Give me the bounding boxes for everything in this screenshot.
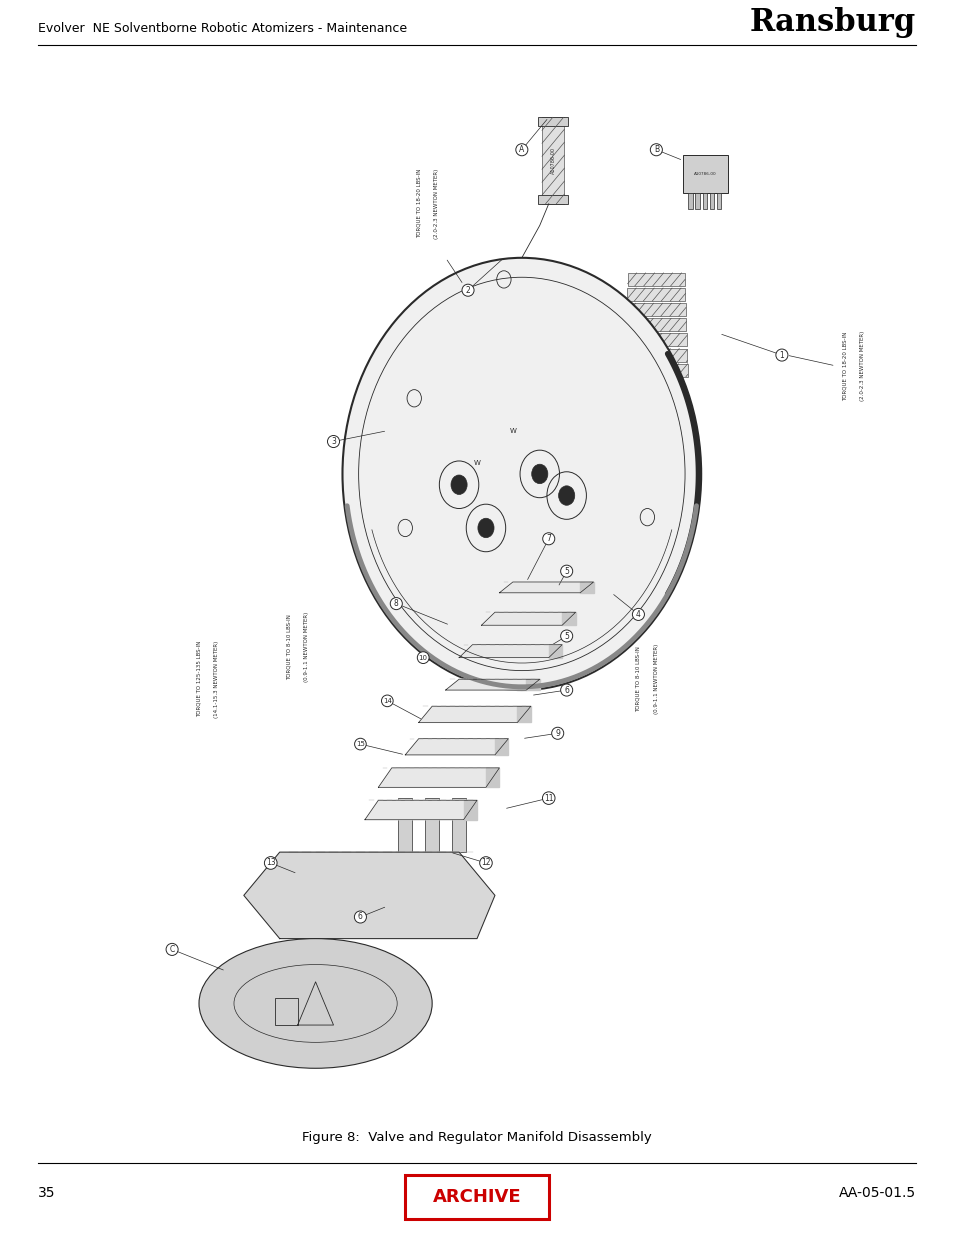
Circle shape xyxy=(451,475,467,494)
Bar xyxy=(624,363,687,377)
Circle shape xyxy=(342,258,700,690)
Bar xyxy=(626,319,685,331)
Circle shape xyxy=(571,493,598,525)
Bar xyxy=(424,798,439,852)
FancyBboxPatch shape xyxy=(405,1174,548,1219)
Bar xyxy=(642,388,674,420)
Polygon shape xyxy=(445,679,539,690)
Bar xyxy=(537,195,567,204)
Polygon shape xyxy=(418,706,530,722)
Bar xyxy=(627,273,684,287)
Text: 8: 8 xyxy=(394,599,398,608)
Circle shape xyxy=(477,519,494,537)
Polygon shape xyxy=(244,852,495,939)
Bar xyxy=(537,117,567,126)
Text: A: A xyxy=(518,146,524,154)
Text: (14.1-15.3 NEWTON METER): (14.1-15.3 NEWTON METER) xyxy=(214,641,219,718)
Bar xyxy=(687,193,692,209)
Text: (2.0-2.3 NEWTON METER): (2.0-2.3 NEWTON METER) xyxy=(860,331,864,401)
Text: 1: 1 xyxy=(779,351,783,359)
Bar xyxy=(541,117,564,204)
Bar xyxy=(626,304,685,316)
Text: (2.0-2.3 NEWTON METER): (2.0-2.3 NEWTON METER) xyxy=(434,169,438,238)
Text: TORQUE TO 8-10 LBS-IN: TORQUE TO 8-10 LBS-IN xyxy=(286,614,291,679)
Text: B: B xyxy=(653,146,659,154)
Bar xyxy=(709,193,714,209)
Text: Evolver  NE Solventborne Robotic Atomizers - Maintenance: Evolver NE Solventborne Robotic Atomizer… xyxy=(38,21,407,35)
Polygon shape xyxy=(561,613,575,625)
Text: 7: 7 xyxy=(546,535,551,543)
Polygon shape xyxy=(517,706,530,722)
Polygon shape xyxy=(481,613,575,625)
Polygon shape xyxy=(458,645,561,658)
Polygon shape xyxy=(495,739,508,755)
Polygon shape xyxy=(378,768,499,788)
Text: TORQUE TO 8-10 LBS-IN: TORQUE TO 8-10 LBS-IN xyxy=(636,646,640,713)
Bar xyxy=(397,798,412,852)
Text: TORQUE TO 18-20 LBS-IN: TORQUE TO 18-20 LBS-IN xyxy=(416,169,421,238)
Circle shape xyxy=(650,416,666,436)
Ellipse shape xyxy=(199,939,432,1068)
Bar xyxy=(716,193,720,209)
Text: AA-05-01.5: AA-05-01.5 xyxy=(838,1186,915,1200)
Bar xyxy=(682,156,727,193)
Text: TORQUE TO 125-135 LBS-IN: TORQUE TO 125-135 LBS-IN xyxy=(196,641,201,718)
Text: 3: 3 xyxy=(331,437,335,446)
Polygon shape xyxy=(405,739,508,755)
Polygon shape xyxy=(364,800,476,820)
Text: (0.9-1.1 NEWTON METER): (0.9-1.1 NEWTON METER) xyxy=(304,611,309,682)
Bar xyxy=(701,193,706,209)
Text: 11: 11 xyxy=(543,794,553,803)
Text: 4: 4 xyxy=(636,610,640,619)
Bar xyxy=(626,288,685,301)
Text: 9: 9 xyxy=(555,729,559,737)
Bar xyxy=(274,998,297,1025)
Text: 35: 35 xyxy=(38,1186,55,1200)
Text: 6: 6 xyxy=(357,913,362,921)
Circle shape xyxy=(531,464,547,484)
Bar xyxy=(625,348,686,362)
Text: 2: 2 xyxy=(465,285,470,295)
Text: A10786-00: A10786-00 xyxy=(694,172,717,175)
Polygon shape xyxy=(579,582,593,593)
Polygon shape xyxy=(526,679,539,690)
Text: 13: 13 xyxy=(266,858,275,867)
Text: A10786-00: A10786-00 xyxy=(550,147,556,174)
Polygon shape xyxy=(463,800,476,820)
Text: 14: 14 xyxy=(382,698,392,704)
Text: 5: 5 xyxy=(563,631,569,641)
Text: 12: 12 xyxy=(480,858,490,867)
Text: Figure 8:  Valve and Regulator Manifold Disassembly: Figure 8: Valve and Regulator Manifold D… xyxy=(302,1130,651,1144)
Text: (0.9-1.1 NEWTON METER): (0.9-1.1 NEWTON METER) xyxy=(653,645,659,714)
Text: TORQUE TO 18-20 LBS-IN: TORQUE TO 18-20 LBS-IN xyxy=(841,331,846,400)
Polygon shape xyxy=(485,768,499,788)
Text: 5: 5 xyxy=(563,567,569,576)
Text: W: W xyxy=(509,427,516,433)
Text: 10: 10 xyxy=(418,655,427,661)
Bar xyxy=(625,333,686,347)
Bar xyxy=(695,193,700,209)
Text: 15: 15 xyxy=(355,741,364,747)
Polygon shape xyxy=(499,582,593,593)
Text: C: C xyxy=(170,945,174,953)
Polygon shape xyxy=(548,645,561,658)
Circle shape xyxy=(558,485,574,505)
Bar xyxy=(452,798,466,852)
Bar xyxy=(574,517,595,538)
Text: Ransburg: Ransburg xyxy=(749,6,915,37)
Text: W: W xyxy=(473,461,480,466)
Text: 6: 6 xyxy=(563,685,569,694)
Text: ARCHIVE: ARCHIVE xyxy=(433,1188,520,1207)
